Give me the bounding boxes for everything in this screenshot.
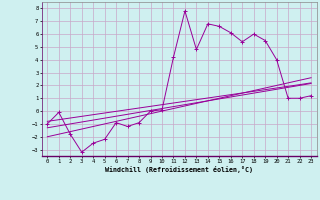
X-axis label: Windchill (Refroidissement éolien,°C): Windchill (Refroidissement éolien,°C) — [105, 166, 253, 173]
